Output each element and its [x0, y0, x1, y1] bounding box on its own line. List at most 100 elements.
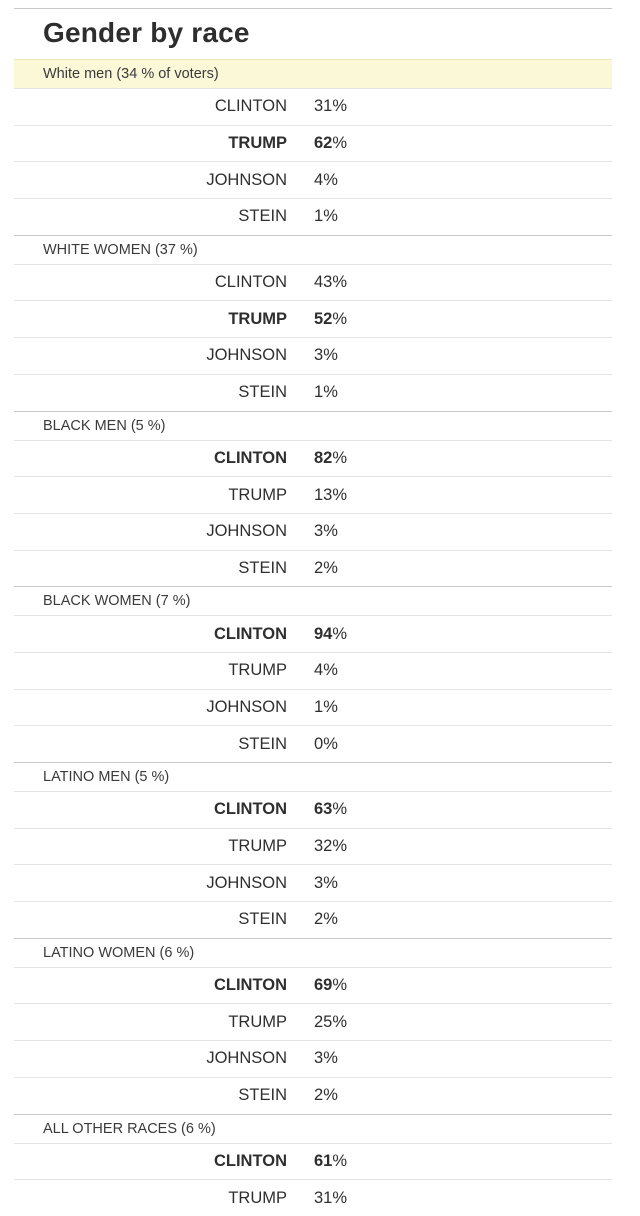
candidate-name: JOHNSON [206, 697, 287, 716]
vote-share: 2% [314, 910, 338, 929]
vote-share: 1% [314, 383, 338, 402]
vote-share-value: 4 [314, 661, 324, 680]
table-row: CLINTON 82% [14, 439, 612, 477]
table-row: STEIN 1% [14, 373, 612, 411]
vote-share: 62% [314, 134, 347, 153]
vote-share: 1% [314, 207, 338, 226]
candidate-name: STEIN [238, 734, 287, 753]
table-row: CLINTON 43% [14, 263, 612, 301]
candidate-name: STEIN [238, 558, 287, 577]
candidate-name: CLINTON [213, 800, 287, 819]
percent-sign: % [332, 1188, 348, 1207]
candidate-name: CLINTON [213, 448, 287, 467]
vote-share: 31% [314, 97, 347, 116]
group-header: WHITE WOMEN (37 %) [14, 234, 612, 264]
group-header: White men (34 % of voters) [14, 59, 612, 88]
table-row: CLINTON 69% [14, 966, 612, 1004]
candidate-name: JOHNSON [206, 873, 287, 892]
vote-share-value: 63 [314, 800, 333, 819]
vote-share-value: 82 [314, 448, 333, 467]
page-title: Gender by race [43, 17, 250, 48]
table-row: STEIN 2% [14, 549, 612, 587]
table-row: JOHNSON 3% [14, 1040, 612, 1077]
table-row: TRUMP 4% [14, 651, 612, 689]
vote-share-value: 3 [314, 873, 324, 892]
table-row: STEIN 2% [14, 1076, 612, 1114]
candidate-name: TRUMP [228, 485, 287, 504]
vote-share: 32% [314, 837, 347, 856]
vote-share: 1% [314, 698, 338, 717]
percent-sign: % [332, 309, 348, 328]
vote-share-value: 25 [314, 1012, 333, 1031]
group-header: ALL OTHER RACES (6 %) [14, 1113, 612, 1143]
percent-sign: % [332, 976, 348, 995]
vote-share-value: 3 [314, 1049, 324, 1068]
table-row: CLINTON 31% [14, 88, 612, 125]
vote-share: 4% [314, 661, 338, 680]
vote-share: 2% [314, 559, 338, 578]
candidate-name: STEIN [238, 1086, 287, 1105]
table-row: JOHNSON 1% [14, 688, 612, 726]
vote-share-value: 94 [314, 624, 333, 643]
percent-sign: % [332, 485, 348, 504]
percent-sign: % [323, 661, 338, 680]
candidate-name: CLINTON [213, 1151, 287, 1170]
table-row: TRUMP 62% [14, 124, 612, 162]
percent-sign: % [323, 207, 338, 226]
candidate-name: CLINTON [214, 273, 287, 292]
results-table: White men (34 % of voters) CLINTON 31% TRUM… [14, 59, 612, 1216]
vote-share-value: 1 [314, 383, 324, 402]
vote-share: 63% [314, 800, 347, 819]
vote-share-value: 43 [314, 273, 333, 292]
percent-sign: % [323, 1049, 338, 1068]
vote-share-value: 2 [314, 558, 324, 577]
percent-sign: % [323, 522, 338, 541]
percent-sign: % [323, 346, 338, 365]
percent-sign: % [332, 97, 348, 116]
vote-share-value: 2 [314, 910, 324, 929]
table-row: CLINTON 94% [14, 615, 612, 652]
vote-share-value: 2 [314, 1086, 324, 1105]
percent-sign: % [323, 910, 338, 929]
vote-share: 69% [314, 976, 347, 995]
candidate-name: TRUMP [228, 1012, 287, 1031]
table-row: TRUMP 32% [14, 827, 612, 865]
vote-share: 31% [314, 1189, 347, 1208]
vote-share-value: 62 [314, 134, 333, 153]
table-row: TRUMP 31% [14, 1179, 612, 1216]
vote-share: 61% [314, 1152, 347, 1171]
candidate-name: TRUMP [228, 837, 287, 856]
vote-share: 3% [314, 874, 338, 893]
candidate-name: STEIN [238, 383, 287, 402]
candidate-name: STEIN [238, 207, 287, 226]
vote-share-value: 4 [314, 170, 324, 189]
table-row: STEIN 0% [14, 725, 612, 762]
vote-share-value: 1 [314, 697, 324, 716]
vote-share-value: 3 [314, 346, 324, 365]
candidate-name: TRUMP [228, 309, 287, 328]
percent-sign: % [332, 448, 348, 467]
vote-share: 82% [314, 449, 347, 468]
vote-share: 25% [314, 1013, 347, 1032]
vote-share-value: 52 [314, 309, 333, 328]
percent-sign: % [332, 1151, 348, 1170]
results-panel: Gender by race White men (34 % of voters… [14, 8, 612, 1216]
percent-sign: % [332, 800, 348, 819]
candidate-name: JOHNSON [206, 170, 287, 189]
candidate-name: TRUMP [228, 661, 287, 680]
vote-share: 4% [314, 171, 338, 190]
table-row: STEIN 1% [14, 198, 612, 235]
table-row: TRUMP 13% [14, 476, 612, 513]
table-row: JOHNSON 3% [14, 864, 612, 901]
candidate-name: CLINTON [214, 97, 287, 116]
vote-share: 0% [314, 735, 338, 754]
table-row: JOHNSON 3% [14, 512, 612, 550]
percent-sign: % [332, 624, 348, 643]
vote-share: 43% [314, 273, 347, 292]
table-row: CLINTON 61% [14, 1142, 612, 1180]
table-row: JOHNSON 4% [14, 161, 612, 198]
percent-sign: % [332, 273, 348, 292]
vote-share: 94% [314, 625, 347, 644]
candidate-name: CLINTON [213, 624, 287, 643]
table-row: JOHNSON 3% [14, 337, 612, 374]
